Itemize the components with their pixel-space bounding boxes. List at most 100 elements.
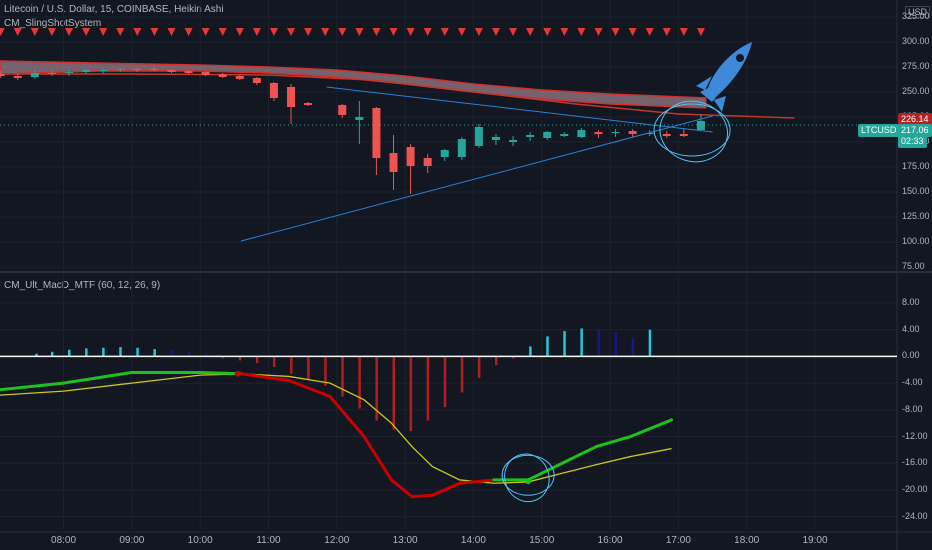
annotation-circle <box>653 103 731 157</box>
candle-body <box>65 72 73 73</box>
histogram-bar <box>170 350 173 357</box>
sell-triangle <box>133 28 142 36</box>
histogram-bar <box>392 356 396 430</box>
price-tick-label: 150.00 <box>902 186 930 196</box>
rocket-icon <box>696 42 752 112</box>
sell-triangle <box>321 28 330 36</box>
sell-triangle <box>99 28 108 36</box>
histogram-bar <box>153 349 156 357</box>
sell-triangle <box>287 28 296 36</box>
candle-body <box>372 108 381 158</box>
macd-line-segment <box>62 370 134 385</box>
price-tick-label: 300.00 <box>902 36 930 46</box>
sell-triangle <box>269 28 278 36</box>
histogram-bar <box>341 356 344 397</box>
sell-triangle <box>167 28 176 36</box>
currency-label[interactable]: USD <box>905 6 931 18</box>
price-tick-label: 0.00 <box>902 350 920 361</box>
sell-triangle <box>65 28 73 36</box>
sell-triangle <box>389 28 398 36</box>
time-tick-label: 08:00 <box>51 535 77 546</box>
sell-triangle <box>645 28 654 36</box>
macd-line-segment <box>526 461 564 482</box>
time-tick-label: 14:00 <box>460 535 486 546</box>
sell-triangle <box>560 28 569 36</box>
ema-line <box>0 73 795 119</box>
candle-body <box>304 103 313 105</box>
macd-line-segment <box>629 418 674 439</box>
candle-body <box>201 72 210 75</box>
macd-lines <box>0 370 674 499</box>
candle-body <box>611 132 620 133</box>
ticker-tag: LTCUSD <box>858 124 900 137</box>
candle-body <box>389 153 398 172</box>
histogram-bar <box>409 356 413 432</box>
sell-triangle <box>662 28 671 36</box>
sell-triangle <box>594 28 603 36</box>
macd-line-segment <box>328 394 366 439</box>
histogram-bar <box>375 356 378 421</box>
candle-body <box>167 70 176 72</box>
histogram-bar <box>238 356 242 361</box>
candles <box>0 67 705 194</box>
sell-triangle <box>235 28 244 36</box>
symbol-title: Litecoin / U.S. Dollar, 15, COINBASE, He… <box>4 4 224 15</box>
price-tick-label: 4.00 <box>902 323 920 334</box>
price-tick-label: 250.00 <box>902 86 930 96</box>
sell-triangle <box>30 28 39 36</box>
histogram-bar <box>324 356 327 386</box>
indicator-label-macd[interactable]: CM_Ult_MacD_MTF (60, 12, 26, 9) <box>4 280 161 291</box>
macd-line-segment <box>362 435 393 482</box>
time-tick-label: 15:00 <box>529 535 555 546</box>
sell-triangle <box>526 28 535 36</box>
candle-body <box>457 139 466 157</box>
candle-body <box>82 70 91 72</box>
sell-triangle <box>13 28 22 36</box>
candle-body <box>30 73 39 77</box>
sell-triangle <box>491 28 500 36</box>
sell-triangle <box>611 28 620 36</box>
sell-triangle <box>628 28 637 36</box>
price-tick-label: 125.00 <box>902 211 930 221</box>
sell-triangle <box>338 28 347 36</box>
macd-line-segment <box>287 378 332 398</box>
time-tick-label: 18:00 <box>734 535 760 546</box>
sell-triangle <box>440 28 449 36</box>
candle-body <box>47 73 56 74</box>
candle-body <box>0 74 5 76</box>
price-tick-label: 8.00 <box>902 297 920 308</box>
price-tick-label: -20.00 <box>902 483 928 494</box>
candle-body <box>116 69 125 70</box>
sell-triangle <box>82 28 91 36</box>
histogram-bar <box>102 347 105 357</box>
histogram-bar <box>580 328 583 357</box>
histogram-bar <box>204 353 208 357</box>
cross-point <box>525 478 532 485</box>
candle-body <box>269 83 278 98</box>
histogram-bar <box>35 353 38 357</box>
sell-triangle <box>0 28 5 36</box>
trendline <box>326 86 713 133</box>
time-tick-label: 17:00 <box>665 535 691 546</box>
price-tick-label: 75.00 <box>902 261 925 271</box>
candle-body <box>235 76 244 79</box>
annotation-circle <box>501 454 555 496</box>
annotation-circle <box>504 453 550 503</box>
price-tick-label: -16.00 <box>902 457 928 468</box>
time-tick-label: 19:00 <box>802 535 828 546</box>
time-tick-label: 10:00 <box>187 535 213 546</box>
macd-line-segment <box>410 493 434 499</box>
indicator-label-slingshot[interactable]: CM_SlingShotSystem <box>4 18 102 29</box>
histogram-bar <box>614 332 618 357</box>
sell-triangle <box>304 28 313 36</box>
time-tick-label: 11:00 <box>256 535 281 546</box>
sell-signal-triangles <box>0 28 705 36</box>
candle-body <box>252 78 261 83</box>
candle-body <box>150 69 159 70</box>
histogram-bar <box>358 356 361 409</box>
histogram-bar <box>443 356 447 408</box>
candle-body <box>628 131 637 134</box>
time-tick-label: 13:00 <box>392 535 418 546</box>
